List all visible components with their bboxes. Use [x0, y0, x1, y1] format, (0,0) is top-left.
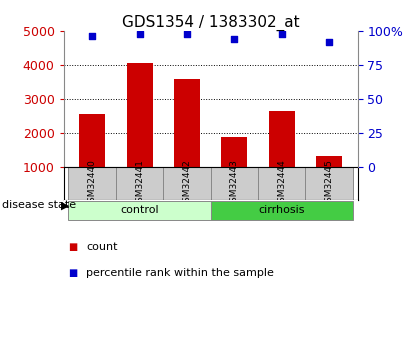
Point — [326, 39, 332, 45]
Bar — [211, 167, 258, 200]
Text: control: control — [120, 205, 159, 215]
Bar — [258, 167, 305, 200]
Point — [136, 31, 143, 37]
Bar — [316, 156, 342, 167]
Bar — [269, 111, 295, 167]
Text: cirrhosis: cirrhosis — [259, 205, 305, 215]
Bar — [116, 167, 163, 200]
Text: ■: ■ — [68, 242, 77, 252]
Text: disease state: disease state — [2, 200, 76, 210]
Text: GSM32444: GSM32444 — [277, 159, 286, 208]
Text: GSM32440: GSM32440 — [88, 159, 97, 208]
Text: GSM32441: GSM32441 — [135, 159, 144, 208]
Bar — [79, 114, 105, 167]
Text: count: count — [86, 242, 118, 252]
Bar — [163, 167, 211, 200]
Bar — [211, 201, 353, 220]
Point — [89, 34, 95, 39]
Point — [184, 31, 190, 37]
Text: ▶: ▶ — [61, 200, 69, 210]
Point — [278, 31, 285, 37]
Text: GSM32442: GSM32442 — [182, 159, 192, 208]
Bar — [69, 201, 211, 220]
Text: percentile rank within the sample: percentile rank within the sample — [86, 268, 274, 277]
Bar — [174, 79, 200, 167]
Text: ■: ■ — [68, 268, 77, 277]
Title: GDS1354 / 1383302_at: GDS1354 / 1383302_at — [122, 15, 300, 31]
Bar — [305, 167, 353, 200]
Text: GSM32445: GSM32445 — [325, 159, 334, 208]
Point — [231, 37, 238, 42]
Bar — [127, 63, 152, 167]
Text: GSM32443: GSM32443 — [230, 159, 239, 208]
Bar — [69, 167, 116, 200]
Bar — [221, 137, 247, 167]
